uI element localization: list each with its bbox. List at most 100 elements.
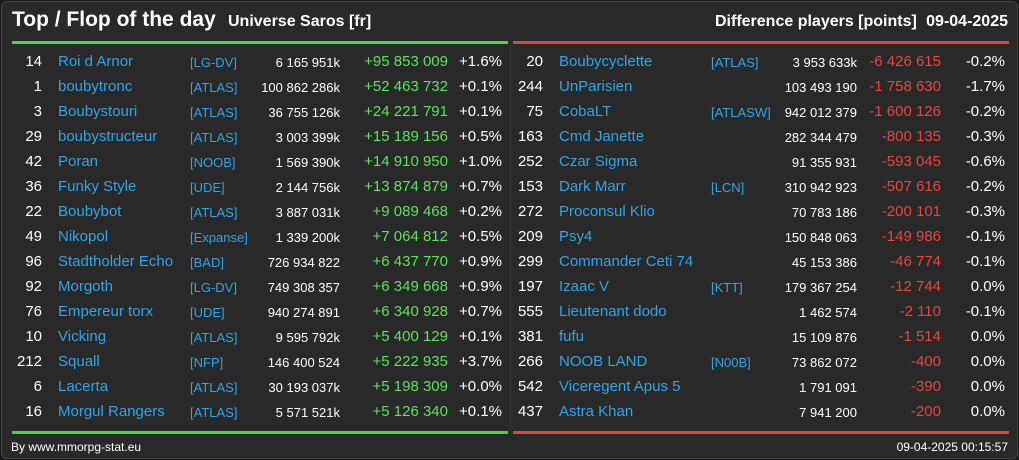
- points-difference: -1 758 630: [869, 78, 941, 95]
- percent-change: +1.6%: [459, 53, 502, 70]
- points-difference: +5 222 935: [372, 353, 449, 370]
- points-difference: +6 340 928: [372, 303, 449, 320]
- player-name-link[interactable]: NOOB LAND: [559, 353, 648, 370]
- player-name-link[interactable]: Czar Sigma: [559, 153, 638, 170]
- percent-change: +3.7%: [459, 353, 502, 370]
- player-name-link[interactable]: Morgoth: [58, 278, 114, 295]
- player-rank: 299: [517, 253, 543, 270]
- top-row: 6 Lacerta [ATLAS] 30 193 037k +5 198 309 +0.0…: [12, 374, 508, 399]
- flop-row: 153 Dark Marr [LCN] 310 942 923 -507 616 -0.2…: [513, 174, 1009, 199]
- player-name-link[interactable]: fufu: [559, 328, 585, 345]
- flop-row: 20 Boubycyclette [ATLAS] 3 953 633k -6 426 6…: [513, 49, 1009, 74]
- alliance-tag-link[interactable]: [UDE]: [190, 180, 225, 195]
- top-list: 14 Roi d Arnor [LG-DV] 6 165 951k +95 853 00…: [12, 49, 508, 424]
- percent-change: 0.0%: [970, 328, 1005, 345]
- player-name-link[interactable]: CobaLT: [559, 103, 612, 120]
- player-name-link[interactable]: Squall: [58, 353, 100, 370]
- top-row: 22 Boubybot [ATLAS] 3 887 031k +9 089 468 +0.…: [12, 199, 508, 224]
- player-points: 9 595 792k: [275, 330, 340, 345]
- top-row: 36 Funky Style [UDE] 2 144 756k +13 874 879 +…: [12, 174, 508, 199]
- alliance-tag-link[interactable]: [ATLAS]: [711, 55, 759, 70]
- player-rank: 163: [517, 128, 543, 145]
- player-rank: 209: [517, 228, 543, 245]
- percent-change: 0.0%: [970, 378, 1005, 395]
- alliance-tag-link[interactable]: [ATLAS]: [190, 130, 238, 145]
- player-name-link[interactable]: boubystructeur: [58, 128, 158, 145]
- top-row: 29 boubystructeur [ATLAS] 3 003 399k +15 189…: [12, 124, 508, 149]
- player-points: 1 339 200k: [275, 230, 340, 245]
- player-name-link[interactable]: Psy4: [559, 228, 593, 245]
- percent-change: -0.3%: [965, 203, 1005, 220]
- top-row: 10 Vicking [ATLAS] 9 595 792k +5 400 129 +0.1…: [12, 324, 508, 349]
- player-rank: 6: [33, 378, 42, 395]
- alliance-tag-link[interactable]: [Expanse]: [190, 230, 248, 245]
- points-difference: +5 126 340: [372, 403, 449, 420]
- player-name-link[interactable]: Viceregent Apus 5: [559, 378, 681, 395]
- player-name-link[interactable]: UnParisien: [559, 78, 633, 95]
- player-name-link[interactable]: Proconsul Klio: [559, 203, 655, 220]
- player-rank: 272: [517, 203, 543, 220]
- alliance-tag-link[interactable]: [ATLAS]: [190, 105, 238, 120]
- percent-change: +0.1%: [459, 103, 502, 120]
- player-name-link[interactable]: boubytronc: [58, 78, 133, 95]
- flop-row: 272 Proconsul Klio 70 783 186 -200 101 -0.3%: [513, 199, 1009, 224]
- player-name-link[interactable]: Lacerta: [58, 378, 109, 395]
- flop-row: 266 NOOB LAND [N00B] 73 862 072 -400 0.0%: [513, 349, 1009, 374]
- percent-change: +0.9%: [459, 253, 502, 270]
- alliance-tag-link[interactable]: [NFP]: [190, 355, 224, 370]
- flop-row: 163 Cmd Janette 282 344 479 -800 135 -0.3%: [513, 124, 1009, 149]
- alliance-tag-link[interactable]: [ATLASW]: [711, 105, 771, 120]
- player-name-link[interactable]: Stadtholder Echo: [58, 253, 174, 270]
- player-rank: 10: [25, 328, 42, 345]
- top-row: 1 boubytronc [ATLAS] 100 862 286k +52 463 73…: [12, 74, 508, 99]
- player-rank: 16: [25, 403, 42, 420]
- player-name-link[interactable]: Astra Khan: [559, 403, 634, 420]
- player-name-link[interactable]: Empereur torx: [58, 303, 154, 320]
- alliance-tag-link[interactable]: [BAD]: [190, 255, 224, 270]
- alliance-tag-link[interactable]: [UDE]: [190, 305, 225, 320]
- flop-row: 381 fufu 15 109 876 -1 514 0.0%: [513, 324, 1009, 349]
- alliance-tag-link[interactable]: [ATLAS]: [190, 205, 238, 220]
- player-rank: 153: [517, 178, 543, 195]
- player-name-link[interactable]: Lieutenant dodo: [559, 303, 667, 320]
- player-points: 30 193 037k: [268, 380, 340, 395]
- header: Top / Flop of the day Universe Saros [fr…: [2, 2, 1017, 40]
- alliance-tag-link[interactable]: [ATLAS]: [190, 80, 238, 95]
- alliance-tag-link[interactable]: [N00B]: [711, 355, 751, 370]
- player-name-link[interactable]: Funky Style: [58, 178, 137, 195]
- player-name-link[interactable]: Boubystouri: [58, 103, 138, 120]
- player-name-link[interactable]: Roi d Arnor: [58, 53, 134, 70]
- flop-row: 209 Psy4 150 848 063 -149 986 -0.1%: [513, 224, 1009, 249]
- player-rank: 49: [25, 228, 42, 245]
- player-name-link[interactable]: Vicking: [58, 328, 107, 345]
- points-difference: +95 853 009: [364, 53, 448, 70]
- alliance-tag-link[interactable]: [LCN]: [711, 180, 745, 195]
- player-name-link[interactable]: Poran: [58, 153, 99, 170]
- alliance-tag-link[interactable]: [KTT]: [711, 280, 743, 295]
- percent-change: 0.0%: [970, 353, 1005, 370]
- alliance-tag-link[interactable]: [LG-DV]: [190, 280, 237, 295]
- points-difference: -390: [910, 378, 941, 395]
- player-name-link[interactable]: Commander Ceti 74: [559, 253, 694, 270]
- alliance-tag-link[interactable]: [ATLAS]: [190, 405, 238, 420]
- player-points: 100 862 286k: [261, 80, 340, 95]
- alliance-tag-link[interactable]: [ATLAS]: [190, 380, 238, 395]
- player-rank: 555: [517, 303, 543, 320]
- player-name-link[interactable]: Cmd Janette: [559, 128, 645, 145]
- percent-change: +0.0%: [459, 378, 502, 395]
- alliance-tag-link[interactable]: [NOOB]: [190, 155, 236, 170]
- points-difference: -12 744: [890, 278, 941, 295]
- player-name-link[interactable]: Morgul Rangers: [58, 403, 165, 420]
- player-name-link[interactable]: Boubycyclette: [559, 53, 653, 70]
- top-row: 42 Poran [NOOB] 1 569 390k +14 910 950 +1.0%: [12, 149, 508, 174]
- player-points: 45 153 386: [791, 255, 857, 270]
- player-points: 36 755 126k: [268, 105, 340, 120]
- player-name-link[interactable]: Nikopol: [58, 228, 109, 245]
- alliance-tag-link[interactable]: [ATLAS]: [190, 330, 238, 345]
- alliance-tag-link[interactable]: [LG-DV]: [190, 55, 237, 70]
- player-name-link[interactable]: Boubybot: [58, 203, 122, 220]
- player-name-link[interactable]: Dark Marr: [559, 178, 626, 195]
- flop-row: 252 Czar Sigma 91 355 931 -593 045 -0.6%: [513, 149, 1009, 174]
- player-name-link[interactable]: Izaac V: [559, 278, 610, 295]
